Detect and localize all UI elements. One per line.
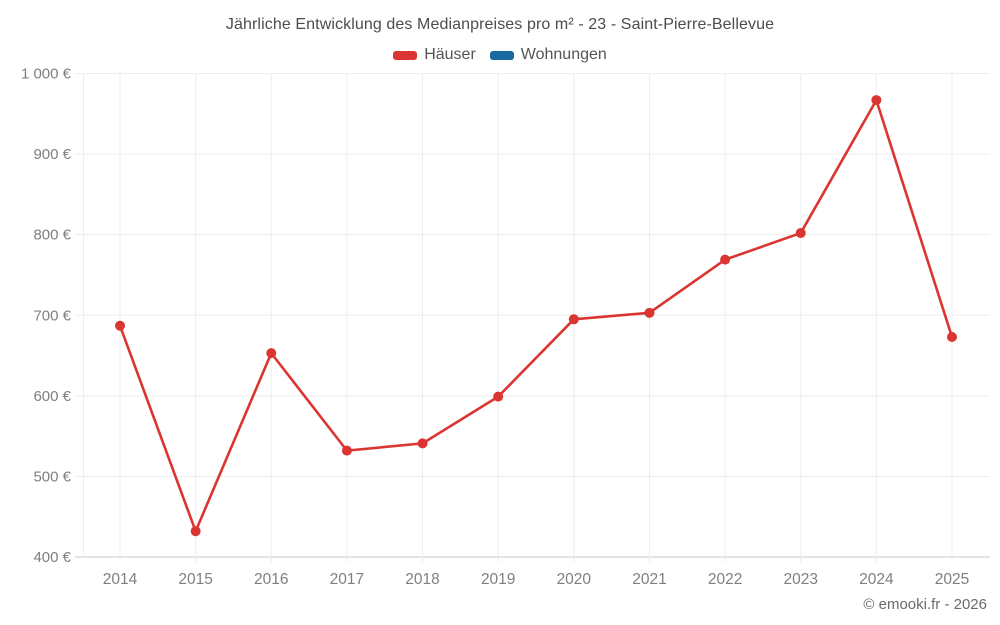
data-point[interactable] [266,348,277,359]
x-axis-label: 2019 [481,571,515,588]
y-axis-label: 900 € [33,146,71,163]
data-point[interactable] [871,95,882,106]
wohnungen-legend-swatch-icon [489,50,514,60]
y-axis-label: 800 € [33,227,71,244]
data-point[interactable] [417,438,428,449]
y-axis-label: 700 € [33,307,71,324]
haeuser-legend-swatch-icon [393,50,418,60]
x-axis-label: 2021 [632,571,666,588]
x-axis-label: 2023 [783,571,817,588]
legend-label-wohnungen: Wohnungen [520,46,607,63]
legend-label-haeuser: Häuser [424,46,476,63]
x-axis-label: 2017 [330,571,364,588]
x-axis-label: 2016 [254,571,288,588]
data-point[interactable] [795,228,806,239]
data-point[interactable] [493,391,504,402]
chart-title: Jährliche Entwicklung des Medianpreises … [225,16,775,33]
data-point[interactable] [947,332,957,343]
data-point[interactable] [341,445,352,456]
x-axis-label: 2025 [935,571,969,588]
x-axis-label: 2018 [405,571,439,588]
data-point[interactable] [720,254,731,265]
chart-legend: Häuser Wohnungen [0,46,1000,64]
x-axis-label: 2020 [557,571,592,588]
x-axis-label: 2014 [103,571,138,588]
x-axis-label: 2024 [859,571,894,588]
legend-item-haeuser[interactable]: Häuser [393,46,476,64]
y-axis-label: 400 € [33,549,71,566]
data-point[interactable] [190,526,201,537]
data-point[interactable] [115,320,125,331]
data-point[interactable] [644,307,655,318]
series-line-häuser [118,98,954,533]
legend-item-wohnungen[interactable]: Wohnungen [489,46,607,64]
y-axis-label: 600 € [33,388,71,405]
x-axis-label: 2015 [178,571,212,588]
y-axis-label: 1 000 € [21,66,72,83]
copyright-credit: © emooki.fr - 2026 [863,596,987,613]
y-axis-label: 500 € [33,468,71,485]
x-axis-label: 2022 [708,571,742,588]
data-point[interactable] [568,314,579,325]
